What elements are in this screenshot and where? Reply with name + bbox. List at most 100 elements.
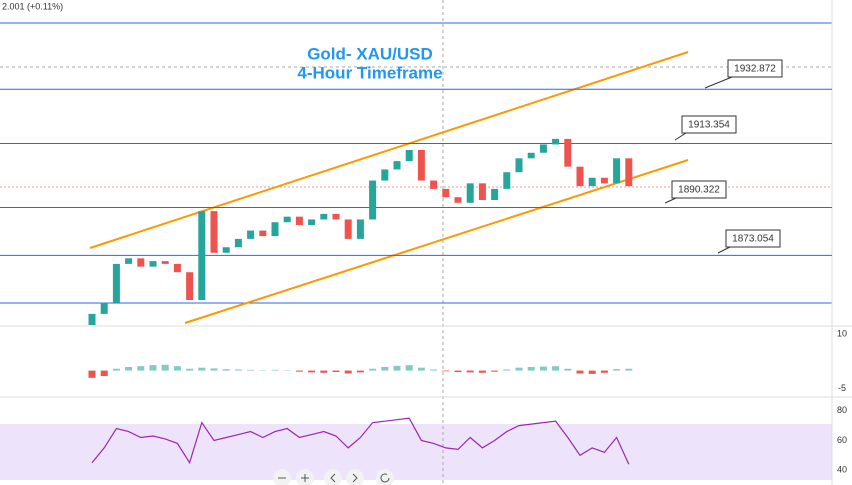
channel-upper bbox=[89, 51, 689, 249]
candle bbox=[625, 158, 633, 187]
y-tick-label: -5 bbox=[838, 383, 846, 393]
macd-bar bbox=[405, 365, 413, 371]
macd-bar bbox=[381, 366, 389, 371]
scroll-right[interactable] bbox=[346, 469, 364, 485]
candle bbox=[259, 230, 267, 237]
reset[interactable] bbox=[376, 469, 394, 485]
candle bbox=[88, 313, 96, 325]
level-label: 1932.872 bbox=[734, 64, 776, 75]
macd-bar bbox=[515, 367, 523, 371]
candle bbox=[161, 261, 169, 264]
y-tick-label: 40 bbox=[837, 465, 847, 475]
macd-bar bbox=[600, 370, 608, 373]
macd-bar bbox=[491, 370, 499, 372]
macd-bar bbox=[417, 367, 425, 371]
icon bbox=[380, 473, 390, 483]
candle bbox=[173, 263, 181, 273]
macd-bar bbox=[247, 369, 255, 371]
candle bbox=[417, 150, 425, 181]
macd-bar bbox=[393, 365, 401, 371]
macd-bar bbox=[295, 370, 303, 372]
candle bbox=[613, 158, 621, 184]
candle bbox=[295, 216, 303, 225]
macd-bar bbox=[100, 370, 108, 377]
y-tick-label: 10 bbox=[837, 329, 847, 339]
candle bbox=[381, 169, 389, 181]
macd-bar bbox=[210, 368, 218, 371]
candle bbox=[393, 161, 401, 170]
macd-bar bbox=[564, 368, 572, 371]
candle bbox=[454, 197, 462, 203]
candle bbox=[576, 166, 584, 187]
scroll-left[interactable] bbox=[324, 469, 342, 485]
candle bbox=[539, 144, 547, 153]
level-pointer bbox=[717, 246, 731, 254]
channel-lower bbox=[184, 159, 689, 324]
macd-bar bbox=[454, 370, 462, 373]
level-box bbox=[725, 229, 781, 248]
macd-bar bbox=[356, 370, 364, 373]
macd-bar bbox=[186, 368, 194, 371]
candle bbox=[527, 152, 535, 159]
level-box bbox=[671, 180, 727, 199]
candle bbox=[466, 183, 474, 203]
macd-bar bbox=[271, 369, 279, 371]
macd-bar bbox=[112, 368, 120, 371]
candle bbox=[369, 180, 377, 220]
level-pointer bbox=[674, 132, 687, 141]
candle bbox=[271, 222, 279, 237]
macd-bar bbox=[137, 366, 145, 371]
candle bbox=[247, 230, 255, 239]
macd-bar bbox=[369, 368, 377, 371]
icon bbox=[301, 474, 309, 482]
y-tick-label: 80 bbox=[837, 405, 847, 415]
candle bbox=[234, 238, 242, 248]
macd-bar bbox=[552, 366, 560, 371]
candle bbox=[356, 219, 364, 239]
macd-bar bbox=[442, 370, 450, 372]
macd-bar bbox=[332, 370, 340, 373]
macd-bar bbox=[588, 370, 596, 374]
macd-bar bbox=[613, 369, 621, 371]
macd-bar bbox=[234, 369, 242, 371]
macd-bar bbox=[527, 366, 535, 371]
macd-bar bbox=[308, 370, 316, 373]
candle bbox=[332, 213, 340, 220]
candle bbox=[283, 216, 291, 223]
level-box bbox=[727, 59, 783, 78]
macd-bar bbox=[88, 370, 96, 378]
candle bbox=[137, 258, 145, 267]
candle bbox=[491, 188, 499, 200]
macd-bar bbox=[222, 369, 230, 371]
rsi-line bbox=[91, 417, 630, 465]
macd-bar bbox=[466, 370, 474, 373]
zoom-out[interactable] bbox=[273, 469, 291, 485]
icon bbox=[330, 473, 336, 483]
candle bbox=[210, 211, 218, 253]
candle bbox=[100, 302, 108, 314]
candle bbox=[552, 138, 560, 145]
macd-bar bbox=[125, 366, 133, 371]
level-pointer bbox=[664, 197, 677, 204]
level-label: 1873.054 bbox=[732, 234, 774, 245]
macd-bar bbox=[198, 367, 206, 371]
macd-bar bbox=[625, 368, 633, 371]
icon bbox=[352, 473, 358, 483]
level-pointer bbox=[704, 76, 733, 89]
level-box bbox=[681, 115, 737, 134]
candle bbox=[198, 211, 206, 300]
macd-bar bbox=[161, 364, 169, 371]
macd-bar bbox=[576, 370, 584, 374]
macd-bar bbox=[173, 366, 181, 371]
y-tick-label: 60 bbox=[837, 435, 847, 445]
candle bbox=[405, 150, 413, 162]
candle bbox=[478, 183, 486, 200]
quote: 2.001 (+0.11%) bbox=[2, 1, 63, 11]
candle bbox=[600, 177, 608, 184]
macd-bar bbox=[149, 365, 157, 371]
candle bbox=[112, 263, 120, 303]
macd-bar bbox=[430, 369, 438, 371]
candle bbox=[186, 272, 194, 300]
